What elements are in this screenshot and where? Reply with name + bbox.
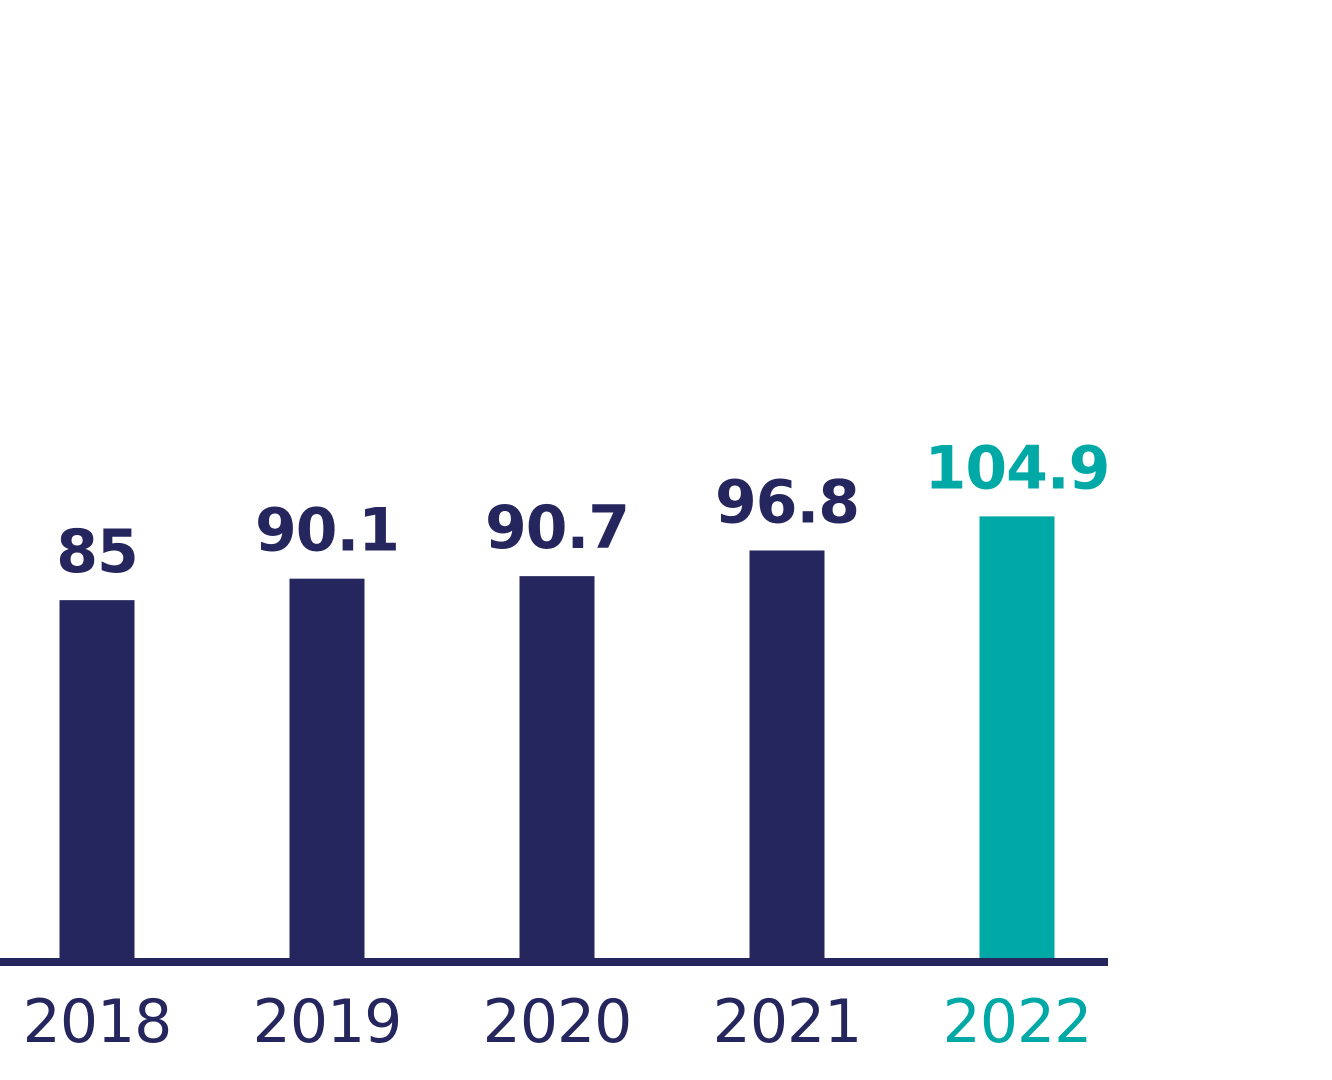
- value-label-2022: 104.9: [925, 433, 1110, 503]
- x-tick-label-2021: 2021: [713, 987, 862, 1057]
- value-labels-group: 85 90.1 90.7 96.8 104.9: [56, 433, 1110, 587]
- value-label-2020: 90.7: [485, 493, 629, 563]
- value-label-2018: 85: [56, 517, 138, 587]
- bar-2019: [289, 578, 365, 958]
- x-tick-label-2018: 2018: [23, 987, 172, 1057]
- x-tick-label-2019: 2019: [253, 987, 402, 1057]
- x-tick-label-2022: 2022: [943, 987, 1092, 1057]
- bar-2020: [519, 576, 595, 958]
- value-label-2021: 96.8: [715, 467, 859, 537]
- bar-2018: [59, 600, 135, 958]
- value-label-2019: 90.1: [255, 496, 399, 566]
- bar-2021: [749, 550, 825, 958]
- x-tick-label-2020: 2020: [483, 987, 632, 1057]
- x-tick-labels-group: 2018 2019 2020 2021 2022: [23, 987, 1093, 1057]
- bar-2022: [979, 516, 1055, 958]
- bars-group: [59, 516, 1055, 958]
